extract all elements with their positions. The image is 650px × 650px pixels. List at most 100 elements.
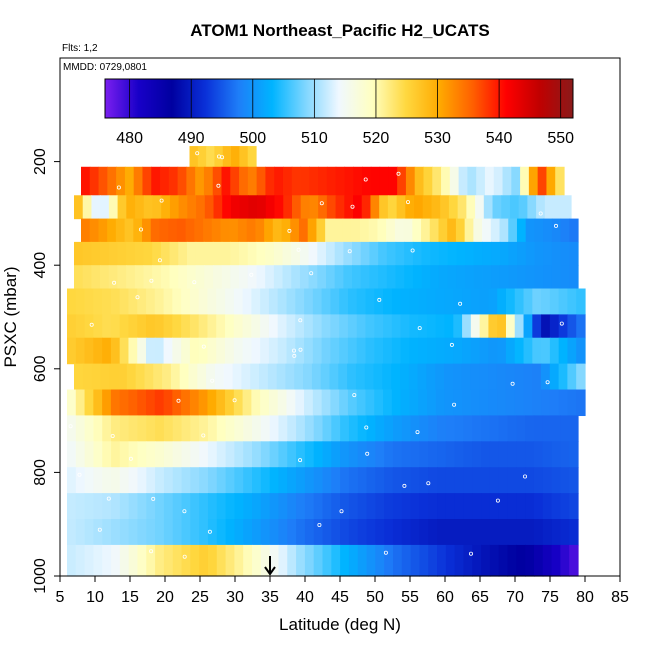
sample-point: [97, 527, 102, 532]
heatmap-cell: [569, 441, 579, 468]
heatmap-cell: [189, 389, 200, 417]
sample-point: [410, 248, 415, 253]
heatmap-cell: [361, 195, 372, 220]
sample-point: [77, 472, 82, 477]
heatmap-cell: [542, 441, 553, 468]
heatmap-cell: [428, 544, 438, 577]
heatmap-cell: [360, 241, 371, 266]
heatmap-cell: [316, 218, 326, 243]
heatmap-cell: [260, 519, 271, 546]
heatmap-cell: [558, 337, 569, 365]
heatmap-cell: [476, 166, 486, 196]
heatmap-cell: [75, 337, 86, 365]
heatmap-cell: [470, 389, 481, 417]
y-axis-label: PSXC (mbar): [1, 266, 20, 367]
heatmap-cell: [392, 544, 403, 577]
heatmap-cell: [110, 314, 121, 339]
heatmap-cell: [154, 389, 165, 417]
colorbar: 480 490 500 510 520 530 540 550: [104, 78, 574, 147]
heatmap-cell: [81, 218, 91, 243]
heatmap-cell: [551, 441, 561, 468]
heatmap-cell: [329, 363, 339, 391]
heatmap-cell: [67, 493, 77, 520]
heatmap-cell: [181, 544, 191, 577]
heatmap-cell: [532, 363, 542, 391]
heatmap-cell: [412, 218, 422, 243]
heatmap-cell: [216, 288, 226, 316]
sample-point: [449, 342, 454, 347]
heatmap-cell: [377, 218, 387, 243]
sample-point: [157, 258, 162, 263]
heatmap-cell: [282, 166, 293, 196]
heatmap-cell: [126, 241, 136, 266]
heatmap-cell: [388, 166, 398, 196]
heatmap-cell: [282, 265, 292, 290]
heatmap-cell: [117, 265, 127, 290]
heatmap-cell: [181, 415, 191, 442]
heatmap-cell: [170, 363, 181, 391]
heatmap-cell: [444, 337, 454, 365]
heatmap-cell: [409, 389, 419, 417]
sample-point: [151, 496, 156, 501]
sample-point: [396, 171, 401, 176]
x-tick-label: 45: [331, 589, 349, 606]
heatmap-cell: [426, 288, 437, 316]
heatmap-cell: [558, 363, 568, 391]
heatmap-cell: [418, 389, 428, 417]
heatmap-cell: [462, 389, 472, 417]
heatmap-cell: [392, 467, 403, 494]
heatmap-cell: [523, 363, 533, 391]
heatmap-cell: [146, 415, 156, 442]
heatmap-cell: [84, 467, 95, 494]
heatmap-cell: [67, 519, 77, 546]
heatmap-cell: [462, 314, 472, 339]
heatmap-cell: [260, 314, 270, 339]
heatmap-cell: [117, 195, 127, 220]
heatmap-cell: [172, 467, 183, 494]
heatmap-cell: [525, 441, 535, 468]
heatmap-cell: [267, 363, 278, 391]
heatmap-cell: [453, 337, 463, 365]
heatmap-cell: [576, 363, 586, 391]
heatmap-cell: [379, 195, 389, 220]
heatmap-cell: [360, 218, 370, 243]
heatmap-cell: [401, 544, 412, 577]
heatmap-cell: [93, 337, 103, 365]
heatmap-cell: [560, 519, 570, 546]
heatmap-cell: [437, 493, 447, 520]
heatmap-cell: [234, 544, 244, 577]
heatmap-cell: [481, 467, 491, 494]
heatmap-cell: [252, 441, 262, 468]
heatmap-cell: [137, 467, 147, 494]
heatmap-cell: [67, 467, 77, 494]
heatmap-cell: [508, 218, 518, 243]
heatmap-cell: [534, 218, 544, 243]
heatmap-cell: [523, 314, 533, 339]
heatmap-cell: [428, 519, 438, 546]
heatmap-cell: [119, 441, 130, 468]
heatmap-cell: [146, 314, 156, 339]
heatmap-cell: [409, 288, 419, 316]
heatmap-cell: [287, 544, 297, 577]
heatmap-cell: [401, 519, 412, 546]
heatmap-cell: [84, 544, 95, 577]
heatmap-cell: [98, 218, 108, 243]
heatmap-cell: [232, 363, 242, 391]
heatmap-cell: [252, 519, 262, 546]
heatmap-cell: [454, 519, 465, 546]
heatmap-cell: [409, 314, 419, 339]
heatmap-cell: [268, 389, 279, 417]
heatmap-cell: [241, 363, 251, 391]
heatmap-cell: [155, 467, 165, 494]
heatmap-cell: [225, 441, 235, 468]
heatmap-cell: [278, 519, 288, 546]
heatmap-cell: [348, 544, 359, 577]
heatmap-cell: [435, 363, 445, 391]
heatmap-cell: [256, 241, 266, 266]
heatmap-cell: [344, 195, 354, 220]
heatmap-cell: [374, 389, 384, 417]
heatmap-cell: [375, 441, 385, 468]
heatmap-cell: [185, 218, 195, 243]
chart-title: ATOM1 Northeast_Pacific H2_UCATS: [190, 21, 489, 40]
heatmap-cell: [426, 314, 437, 339]
